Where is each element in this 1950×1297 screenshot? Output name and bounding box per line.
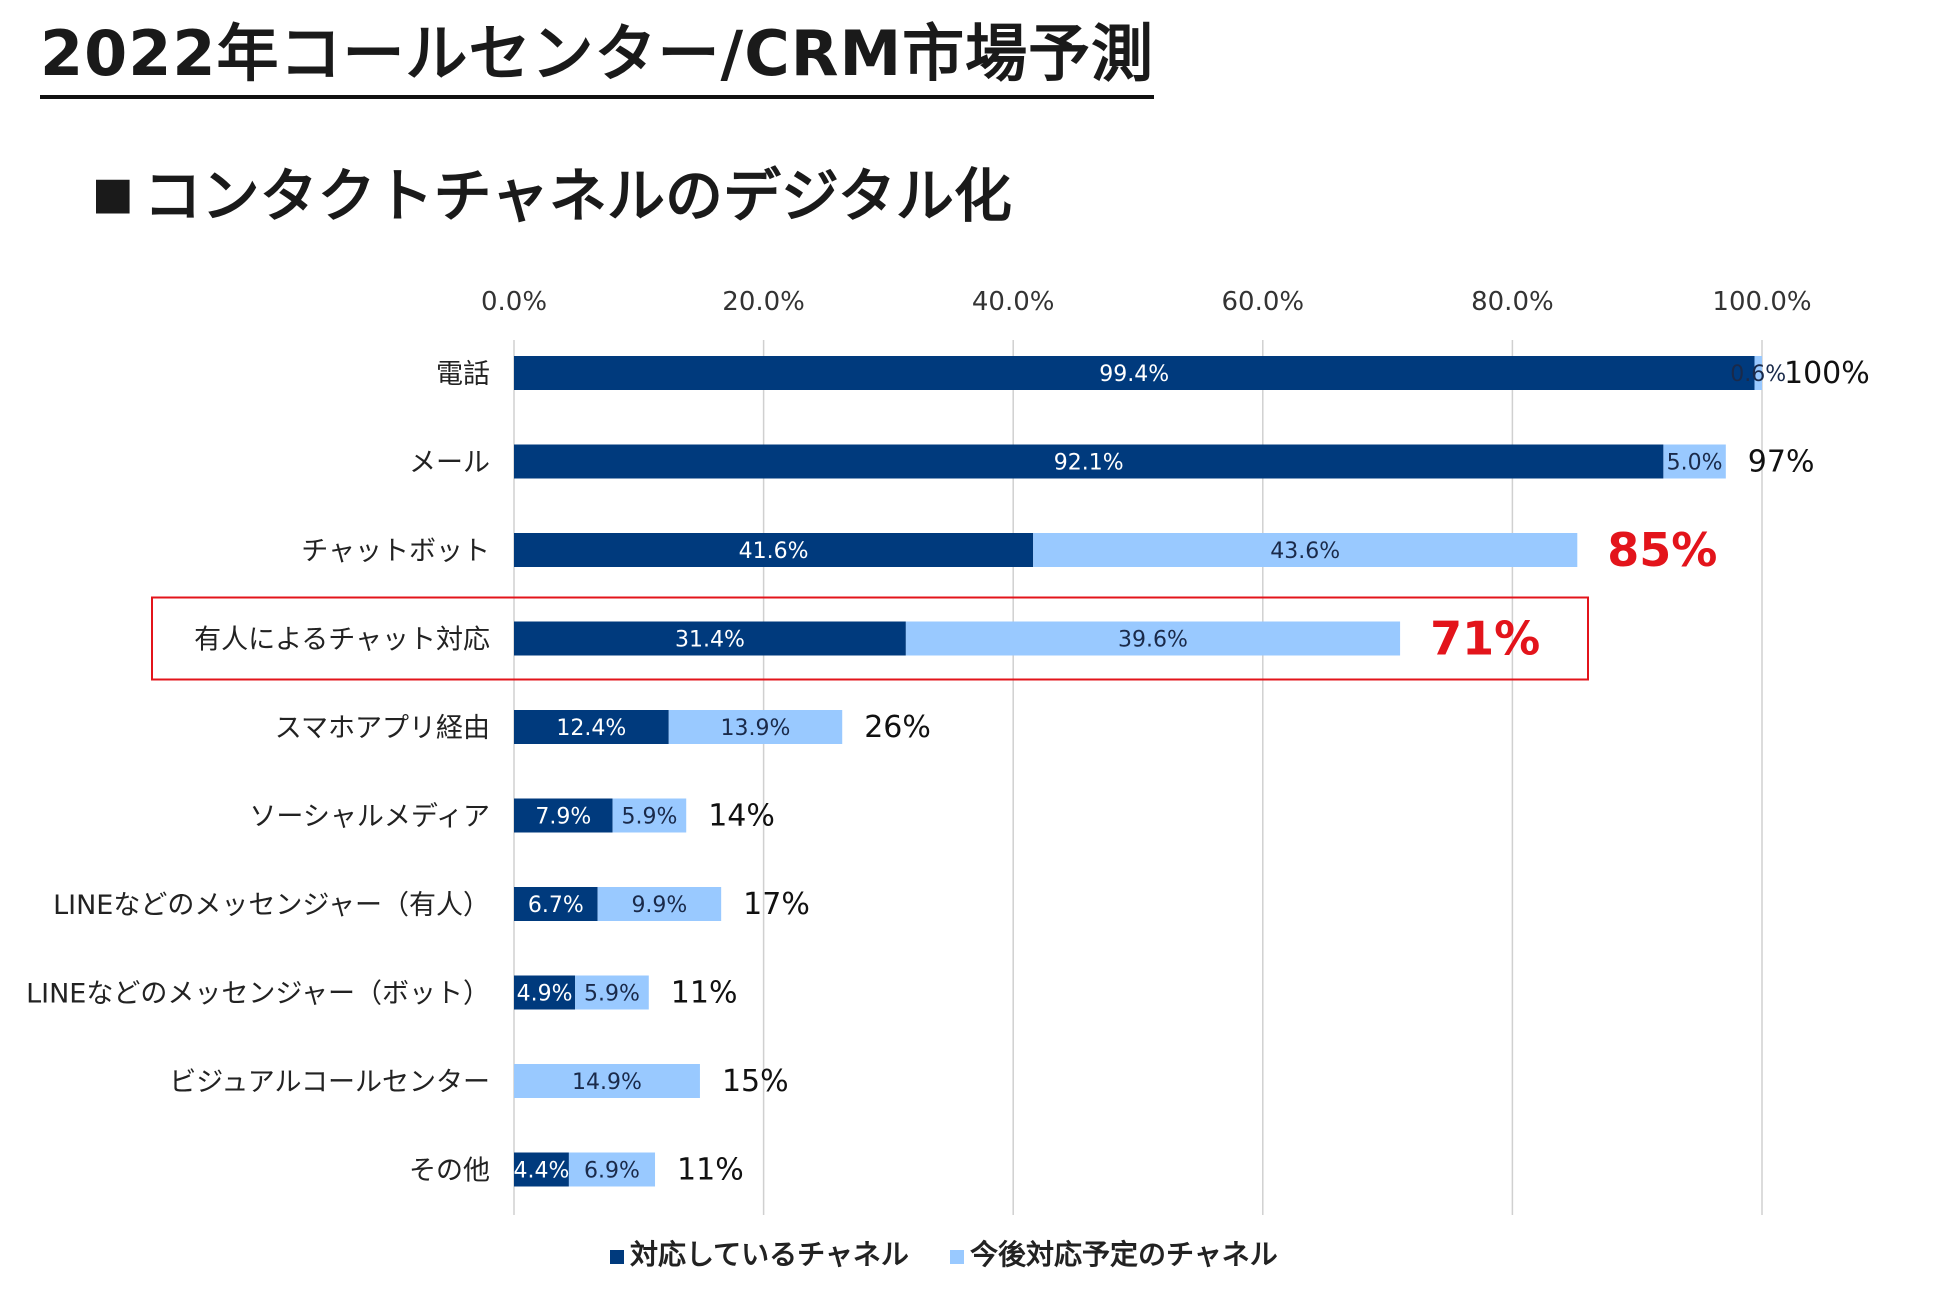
- category-label: LINEなどのメッセンジャー（有人）: [53, 890, 490, 921]
- bar-current: [514, 710, 669, 744]
- bar-current: [514, 887, 598, 921]
- square-bullet-icon: ■: [92, 168, 134, 219]
- bar-planned-label: 5.9%: [584, 982, 640, 1007]
- bar-planned: [612, 798, 687, 833]
- bar-planned: [1754, 356, 1762, 390]
- bar-current-label: 92.1%: [1054, 451, 1124, 476]
- bar-current-label: 4.9%: [517, 982, 573, 1007]
- bar-current: [514, 975, 576, 1010]
- page-title: 2022年コールセンター/CRM市場予測: [40, 18, 1155, 100]
- total-label: 17%: [743, 887, 810, 922]
- bar-current-label: 4.4%: [514, 1159, 570, 1184]
- total-label: 11%: [677, 1153, 744, 1188]
- x-tick-label: 100.0%: [1712, 287, 1811, 317]
- bar-current: [514, 1152, 569, 1187]
- category-label: スマホアプリ経由: [275, 713, 490, 744]
- x-tick-label: 0.0%: [481, 287, 547, 317]
- total-label: 14%: [708, 799, 775, 834]
- bar-current-label: 6.7%: [528, 893, 584, 918]
- category-label: LINEなどのメッセンジャー（ボット）: [26, 979, 490, 1010]
- total-label: 15%: [722, 1064, 789, 1099]
- x-tick-label: 40.0%: [972, 287, 1055, 317]
- x-tick-label: 20.0%: [722, 287, 805, 317]
- bar-planned: [668, 710, 843, 744]
- bar-planned: [568, 1152, 656, 1187]
- category-label: メール: [409, 448, 490, 479]
- category-label: ビジュアルコールセンター: [169, 1067, 490, 1098]
- total-label: 26%: [864, 710, 931, 745]
- total-label: 85%: [1607, 523, 1717, 577]
- bar-current: [514, 533, 1034, 567]
- bar-current: [514, 798, 613, 833]
- bar-planned-label: 9.9%: [631, 893, 687, 918]
- bar-planned: [514, 1064, 700, 1098]
- bar-current-label: 12.4%: [556, 716, 626, 741]
- bar-current-label: 41.6%: [739, 539, 809, 564]
- bar-planned-label: 5.9%: [621, 805, 677, 830]
- x-tick-label: 80.0%: [1471, 287, 1554, 317]
- legend-label-planned: 今後対応予定のチャネル: [970, 1238, 1278, 1271]
- highlight-box: [151, 596, 1589, 681]
- category-label: 電話: [436, 359, 490, 390]
- bar-planned: [575, 975, 649, 1010]
- bar-planned-label: 0.6%: [1730, 362, 1786, 387]
- bar-planned-label: 43.6%: [1270, 539, 1340, 564]
- total-label: 100%: [1784, 356, 1870, 391]
- total-label: 97%: [1748, 445, 1815, 480]
- bar-planned-label: 6.9%: [584, 1159, 640, 1184]
- bar-planned: [905, 621, 1401, 656]
- bar-planned: [1033, 533, 1578, 567]
- total-label: 11%: [671, 976, 738, 1011]
- legend-swatch-planned: [950, 1250, 964, 1264]
- bar-current: [514, 356, 1755, 390]
- legend-swatch-current: [610, 1250, 624, 1264]
- bar-planned-label: 39.6%: [1118, 628, 1188, 653]
- bar-planned-label: 5.0%: [1667, 451, 1723, 476]
- bar-current: [514, 444, 1664, 479]
- bar-current: [514, 621, 906, 656]
- x-tick-label: 60.0%: [1221, 287, 1304, 317]
- bar-planned-label: 13.9%: [721, 716, 791, 741]
- category-label: 有人によるチャット対応: [194, 625, 490, 656]
- bar-planned: [597, 887, 722, 921]
- bar-planned: [1663, 444, 1726, 479]
- category-label: その他: [409, 1156, 490, 1187]
- legend-label-current: 対応しているチャネル: [630, 1238, 909, 1271]
- category-label: チャットボット: [301, 536, 490, 567]
- bar-current-label: 99.4%: [1099, 362, 1169, 387]
- total-label: 71%: [1430, 612, 1540, 666]
- stacked-bar-chart: 0.0% 20.0% 40.0% 60.0% 80.0% 100.0% 電話 99.4% 0.6…: [26, 287, 1870, 1271]
- section-title: ■ コンタクトチャネルのデジタル化: [92, 162, 1012, 232]
- category-label: ソーシャルメディア: [249, 802, 490, 833]
- bar-planned-label: 14.9%: [572, 1070, 642, 1095]
- bar-current-label: 31.4%: [675, 628, 745, 653]
- section-title-text: コンタクトチャネルのデジタル化: [143, 162, 1012, 230]
- bar-current-label: 7.9%: [535, 805, 591, 830]
